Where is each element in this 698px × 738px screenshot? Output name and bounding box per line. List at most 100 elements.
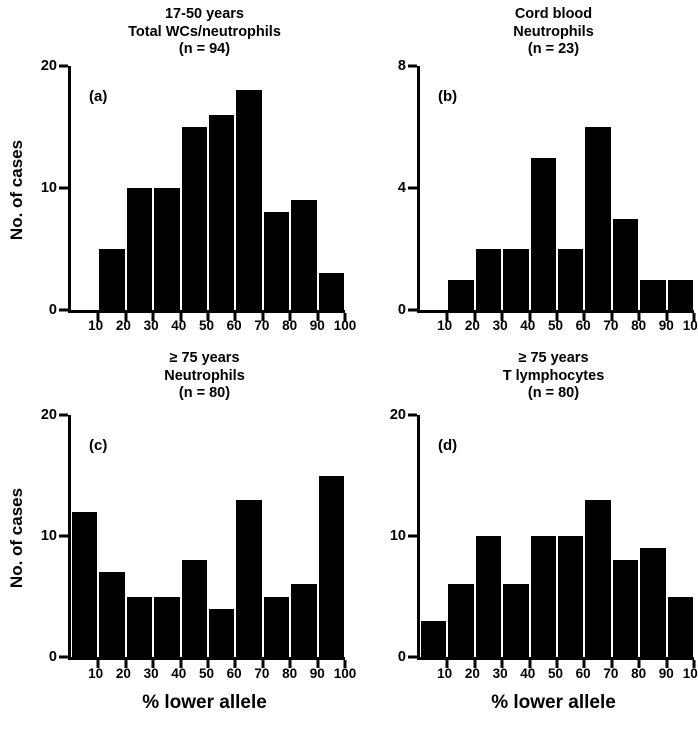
x-tick-mark [582, 313, 586, 321]
title-line: Total WCs/neutrophils [128, 23, 281, 40]
x-tick-mark [343, 313, 347, 321]
histogram-bar [530, 157, 556, 310]
x-tick-label: 80 [631, 666, 647, 681]
x-tick-label: 80 [282, 318, 298, 333]
x-tick-label: 20 [115, 318, 131, 333]
histogram-bar [318, 273, 344, 310]
y-tick-label: 20 [389, 406, 406, 423]
histogram-bar [530, 536, 556, 657]
x-tick-mark [151, 660, 155, 668]
histogram-bar [99, 249, 125, 310]
title-line: 17-50 years [164, 6, 244, 22]
histogram-bar [585, 499, 611, 657]
x-tick-label: 60 [226, 318, 242, 333]
x-tick-mark [261, 313, 265, 321]
x-tick-mark [288, 313, 292, 321]
x-tick-mark [316, 660, 320, 668]
chart-title-c: ≥ 75 years Neutrophils (n = 80) [62, 350, 347, 403]
panel-c: ≥ 75 years Neutrophils (n = 80) No. of c… [0, 340, 356, 738]
histogram-bar [558, 536, 584, 657]
x-tick-label: 40 [520, 318, 536, 333]
y-tick-label: 4 [397, 179, 406, 196]
x-tick-label: 10 [88, 666, 104, 681]
x-tick-label: 40 [171, 666, 187, 681]
histogram-bar [209, 608, 235, 657]
y-tick-mark [408, 413, 417, 417]
x-tick-mark [528, 660, 532, 668]
x-tick-label: 20 [464, 318, 480, 333]
panel-letter-b: (b) [438, 88, 458, 105]
title-line: (n = 94) [178, 41, 231, 57]
y-tick-label: 0 [397, 301, 406, 318]
histogram-bar [318, 475, 344, 657]
x-tick-label: 10 [437, 666, 453, 681]
histogram-bar [667, 596, 693, 657]
y-tick-mark [408, 534, 417, 538]
x-tick-mark [96, 660, 100, 668]
y-tick-mark [59, 655, 68, 659]
x-tick-mark [124, 313, 128, 321]
y-tick-mark [408, 308, 417, 312]
title-line: Neutrophils [513, 23, 594, 40]
histogram-bar [291, 200, 317, 310]
x-tick-label: 60 [575, 666, 591, 681]
x-tick-label: 70 [254, 666, 270, 681]
plot-area-c: (c) 0 10 20 [41, 408, 347, 668]
histogram-bar [503, 584, 529, 657]
histogram-bar [291, 584, 317, 657]
panel-letter-a: (a) [89, 88, 108, 105]
x-tick-mark [555, 660, 559, 668]
panel-letter-d: (d) [438, 437, 458, 454]
x-axis-tick-labels: 10 20 30 40 50 60 70 80 90 100 [417, 318, 698, 334]
x-tick-label: 50 [198, 318, 215, 333]
x-tick-label: 30 [143, 666, 159, 681]
histogram-bar [126, 188, 153, 310]
x-tick-label: 10 [88, 318, 104, 333]
title-line: ≥ 75 years [169, 350, 240, 366]
chart-title-b: Cord blood Neutrophils (n = 23) [411, 6, 696, 59]
x-tick-label: 20 [115, 666, 131, 681]
x-tick-label: 30 [143, 318, 159, 333]
x-axis-tick-labels: 10 20 30 40 50 60 70 80 90 100 [68, 318, 356, 334]
y-tick-label: 0 [48, 648, 57, 665]
x-tick-mark [179, 660, 183, 668]
x-tick-label: 60 [226, 666, 242, 681]
histogram-bar [612, 560, 639, 657]
histogram-bar [585, 127, 611, 310]
histogram-bar [209, 114, 235, 310]
x-tick-mark [206, 313, 210, 321]
histogram-bar [263, 212, 290, 310]
y-tick-label: 20 [40, 57, 57, 74]
x-tick-label: 50 [547, 666, 564, 681]
x-tick-mark [288, 660, 292, 668]
x-tick-mark [665, 660, 669, 668]
y-tick-label: 10 [389, 527, 406, 544]
x-tick-mark [610, 660, 614, 668]
y-tick-mark [59, 308, 68, 312]
title-line: ≥ 75 years [518, 350, 589, 366]
x-tick-label: 90 [309, 318, 325, 333]
x-tick-mark [124, 660, 128, 668]
y-tick-mark [408, 186, 417, 190]
histogram-bar [448, 584, 474, 657]
x-tick-label: 80 [631, 318, 647, 333]
x-tick-mark [151, 313, 155, 321]
x-tick-label: 90 [309, 666, 325, 681]
x-tick-label: 70 [254, 318, 270, 333]
x-tick-label: 30 [492, 666, 508, 681]
y-tick-label: 0 [397, 648, 406, 665]
x-axis-tick-labels: 10 20 30 40 50 60 70 80 90 100 [68, 666, 356, 682]
x-tick-label: 100 [333, 666, 357, 681]
chart-title-d: ≥ 75 years T lymphocytes (n = 80) [411, 350, 696, 403]
title-line: Cord blood [514, 6, 593, 22]
x-tick-label: 100 [682, 666, 698, 681]
x-tick-label: 70 [603, 666, 619, 681]
x-tick-label: 100 [682, 318, 698, 333]
histogram-bar [181, 127, 207, 310]
histogram-bar [667, 279, 693, 310]
x-tick-label: 40 [520, 666, 536, 681]
histogram-bar [421, 620, 447, 657]
histogram-bar [263, 596, 290, 657]
